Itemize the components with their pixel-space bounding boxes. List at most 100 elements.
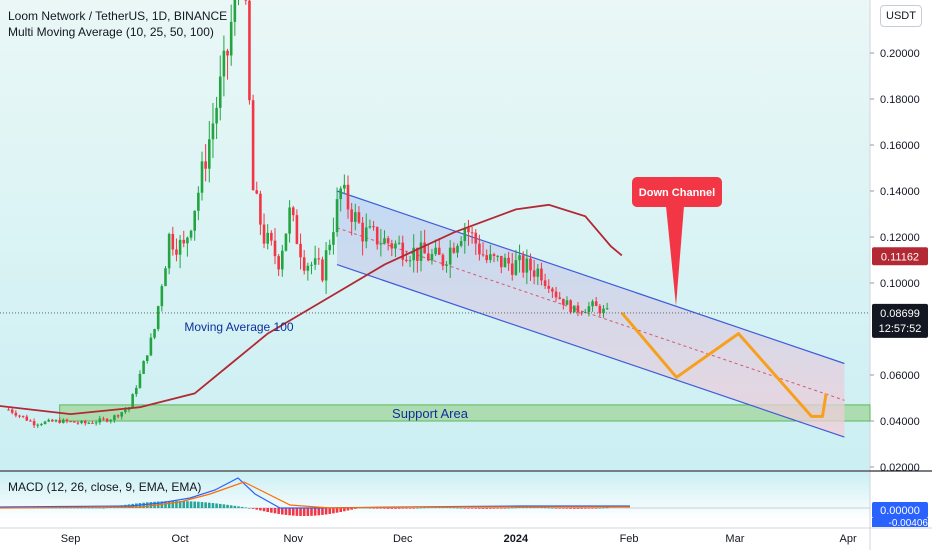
candle-body bbox=[532, 270, 536, 277]
macd-histogram-bar bbox=[386, 508, 390, 509]
macd-histogram-bar bbox=[379, 508, 383, 509]
candle-body bbox=[364, 227, 368, 242]
macd-histogram-bar bbox=[72, 507, 76, 509]
macd-histogram-bar bbox=[149, 502, 153, 508]
macd-group bbox=[0, 477, 870, 516]
candle-body bbox=[58, 420, 61, 423]
macd-histogram-bar bbox=[259, 508, 262, 511]
macd-signal-line bbox=[0, 481, 630, 509]
indicator-legend[interactable]: Multi Moving Average (10, 25, 50, 100) bbox=[8, 25, 214, 39]
candle-body bbox=[255, 190, 259, 194]
macd-partial-tag-bg bbox=[872, 518, 928, 527]
candle-body bbox=[324, 250, 328, 281]
currency-button[interactable]: USDT bbox=[880, 5, 922, 27]
candle-body bbox=[29, 420, 32, 422]
macd-histogram-bar bbox=[481, 508, 485, 509]
macd-histogram-bar bbox=[164, 501, 167, 508]
candle-body bbox=[580, 312, 583, 314]
macd-histogram-bar bbox=[222, 504, 226, 508]
macd-histogram-bar bbox=[91, 507, 94, 509]
macd-histogram-bar bbox=[335, 508, 339, 513]
candle-body bbox=[200, 161, 204, 193]
candle-body bbox=[109, 420, 113, 422]
candle-body bbox=[562, 298, 565, 305]
x-tick-label: Apr bbox=[839, 533, 856, 545]
candle-body bbox=[98, 418, 102, 423]
candle-body bbox=[25, 416, 29, 421]
candle-body bbox=[229, 21, 233, 56]
macd-histogram-bar bbox=[237, 506, 240, 508]
macd-histogram-bar bbox=[554, 508, 558, 509]
macd-histogram-bar bbox=[94, 507, 98, 509]
candle-body bbox=[514, 260, 518, 275]
macd-histogram-bar bbox=[434, 507, 437, 508]
candle-body bbox=[47, 419, 50, 422]
macd-histogram-bar bbox=[605, 507, 609, 509]
candle-body bbox=[244, 0, 248, 1]
candle-body bbox=[598, 306, 602, 314]
candle-body bbox=[335, 199, 339, 233]
candle-body bbox=[32, 421, 36, 426]
candle-body bbox=[91, 422, 94, 424]
x-tick-label: Mar bbox=[725, 533, 744, 545]
candle-body bbox=[313, 258, 317, 265]
macd-histogram-bar bbox=[167, 501, 171, 508]
macd-histogram-bar bbox=[197, 501, 200, 508]
macd-histogram-bar bbox=[142, 502, 145, 508]
x-tick-label: Sep bbox=[61, 533, 81, 545]
candle-body bbox=[171, 233, 175, 250]
macd-histogram-bar bbox=[324, 508, 328, 515]
macd-histogram-bar bbox=[171, 501, 175, 508]
macd-histogram-bar bbox=[532, 507, 536, 508]
candle-body bbox=[554, 291, 558, 298]
macd-histogram-bar bbox=[328, 508, 332, 514]
candle-body bbox=[441, 254, 445, 266]
macd-histogram-bar bbox=[459, 507, 463, 509]
macd-histogram-bar bbox=[540, 507, 543, 509]
macd-histogram-bar bbox=[310, 508, 313, 516]
macd-histogram-bar bbox=[229, 505, 233, 508]
candle-body bbox=[510, 263, 514, 275]
candle-body bbox=[116, 415, 120, 417]
macd-histogram-bar bbox=[448, 507, 452, 509]
macd-histogram-bar bbox=[255, 508, 259, 510]
candle-body bbox=[354, 212, 357, 222]
candle-body bbox=[412, 247, 415, 261]
macd-histogram-bar bbox=[204, 502, 207, 508]
candle-body bbox=[339, 188, 342, 200]
candle-body bbox=[605, 308, 609, 310]
channel-mid-line bbox=[336, 227, 845, 401]
macd-histogram-bar bbox=[306, 508, 310, 516]
macd-histogram-bar bbox=[463, 508, 467, 509]
candle-body bbox=[182, 239, 186, 244]
macd-histogram-bar bbox=[266, 508, 269, 512]
candle-body bbox=[536, 268, 540, 277]
macd-histogram-bar bbox=[317, 508, 321, 516]
symbol-title[interactable]: Loom Network / TetherUS, 1D, BINANCE bbox=[8, 9, 228, 23]
macd-histogram-bar bbox=[175, 501, 178, 508]
macd-histogram-bar bbox=[288, 508, 291, 516]
macd-histogram-bar bbox=[594, 508, 598, 509]
projection-path bbox=[620, 311, 828, 418]
candle-body bbox=[529, 258, 532, 271]
macd-histogram-bar bbox=[503, 508, 507, 509]
y-tick-label: 0.12000 bbox=[880, 232, 920, 244]
down-channel-callout: Down Channel bbox=[632, 177, 722, 306]
macd-histogram-bar bbox=[573, 508, 576, 509]
candle-body bbox=[445, 264, 448, 266]
candle-body bbox=[558, 297, 561, 299]
candle-body bbox=[69, 421, 72, 423]
current-price-tag: 0.08699 bbox=[880, 308, 920, 320]
candle-body bbox=[226, 50, 229, 56]
macd-histogram-bar bbox=[427, 507, 430, 509]
candle-body bbox=[357, 212, 361, 223]
candle-body bbox=[65, 419, 69, 422]
macd-histogram-bar bbox=[452, 507, 456, 509]
macd-histogram-bar bbox=[598, 507, 602, 509]
y-tick-label: 0.14000 bbox=[880, 186, 920, 198]
candle-body bbox=[368, 226, 372, 228]
macd-partial-tag: -0.00406 bbox=[889, 518, 929, 529]
macd-legend[interactable]: MACD (12, 26, close, 9, EMA, EMA) bbox=[8, 480, 202, 494]
